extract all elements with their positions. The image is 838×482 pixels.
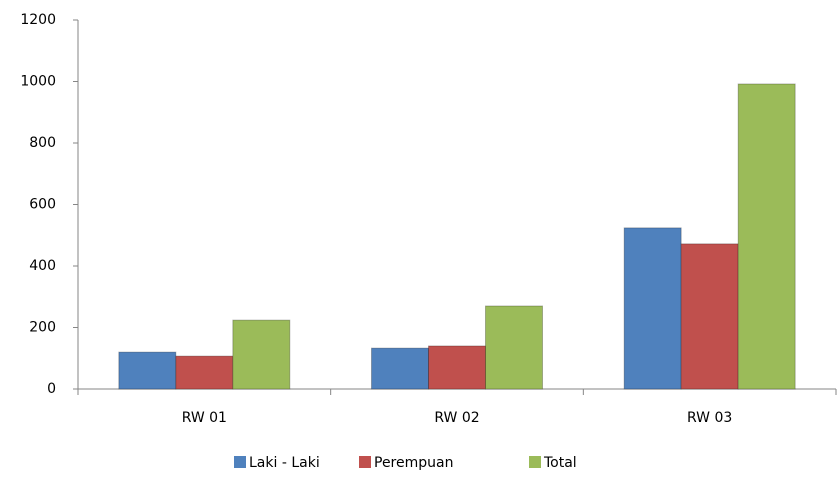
y-tick-label: 200 bbox=[29, 320, 56, 336]
bar bbox=[118, 351, 177, 390]
bar bbox=[737, 83, 796, 390]
legend-swatch bbox=[234, 456, 246, 468]
y-tick-label: 400 bbox=[29, 258, 56, 274]
x-tick-label: RW 01 bbox=[182, 410, 227, 426]
legend-label: Total bbox=[543, 455, 577, 471]
legend-label: Laki - Laki bbox=[249, 455, 320, 471]
y-tick-label: 800 bbox=[29, 135, 56, 151]
legend-label: Perempuan bbox=[374, 455, 453, 471]
legend-swatch bbox=[359, 456, 371, 468]
bar bbox=[485, 305, 543, 390]
bar bbox=[232, 319, 291, 390]
bar bbox=[371, 347, 429, 390]
y-tick-label: 0 bbox=[47, 381, 56, 397]
x-tick-label: RW 02 bbox=[434, 410, 479, 426]
y-tick-label: 1000 bbox=[20, 74, 56, 90]
bar bbox=[623, 227, 682, 390]
x-tick-label: RW 03 bbox=[687, 410, 732, 426]
bar bbox=[680, 243, 739, 390]
bar bbox=[175, 355, 234, 390]
bar bbox=[428, 345, 486, 390]
y-tick-label: 600 bbox=[29, 197, 56, 213]
y-tick-label: 1200 bbox=[20, 12, 56, 28]
legend-swatch bbox=[529, 456, 541, 468]
